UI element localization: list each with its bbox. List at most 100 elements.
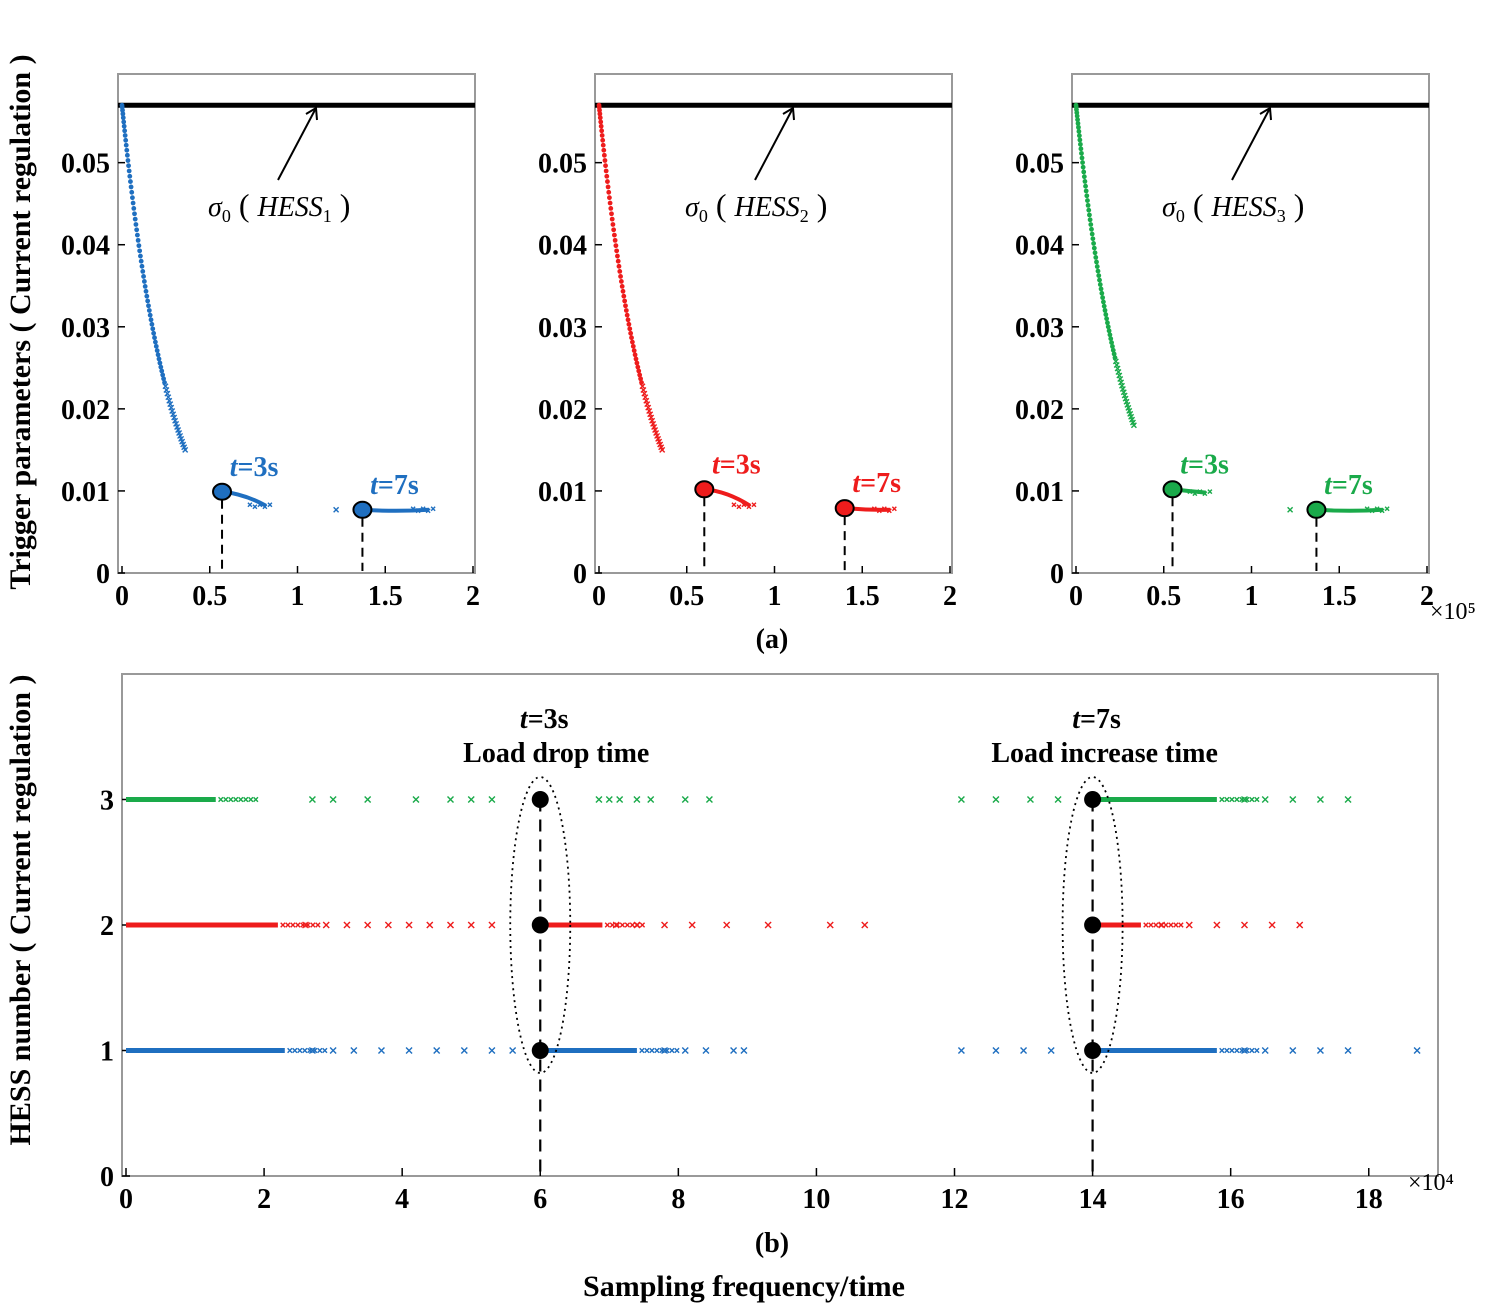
decay-point [129, 189, 135, 195]
series-sparse-cross-b [405, 1047, 413, 1054]
series-sparse-cross-b [1020, 1047, 1028, 1054]
decay-point [636, 368, 642, 374]
series-tail-cross-b [614, 922, 621, 928]
series-sparse-cross-b [1026, 796, 1034, 803]
subplot-frame [1071, 73, 1430, 574]
series-sparse-cross [433, 1047, 441, 1054]
series-sparse-cross-b [1261, 1047, 1269, 1054]
decay-point [611, 232, 617, 238]
event-marker [694, 480, 715, 499]
decay-point [141, 274, 146, 279]
decay-point [141, 279, 147, 284]
event-tail-cross-b [252, 504, 258, 510]
sigma-symbol: σ [1162, 192, 1177, 223]
sigma-close-paren: ) [1286, 187, 1305, 223]
event-tail-cross [425, 508, 431, 514]
decay-point [1105, 320, 1110, 326]
event-time-label-var: t [1072, 704, 1081, 735]
decay-point [607, 195, 612, 201]
decay-point [138, 253, 143, 259]
sigma-close-paren: ) [332, 187, 351, 223]
decay-cross-b [656, 438, 663, 445]
series-sparse-cross [1026, 796, 1034, 803]
decay-point [632, 352, 638, 358]
panel-a: Trigger parameters ( Current regulation … [4, 54, 1476, 655]
series-tail-cross-b [1163, 922, 1169, 928]
decay-cross-b [170, 411, 177, 418]
decay-point [156, 356, 162, 362]
decay-point [1087, 217, 1093, 223]
decay-point [1084, 193, 1090, 199]
event-tail-cross [876, 508, 882, 514]
series-sparse-cross [826, 921, 834, 929]
series-sparse-cross [1344, 796, 1352, 803]
decay-point [1085, 202, 1091, 208]
decay-point [1109, 340, 1114, 346]
panel-b-frame [121, 673, 1439, 1177]
decay-point [126, 168, 132, 174]
decay-cross [1130, 422, 1137, 429]
decay-point [146, 303, 151, 309]
event-label-var: t [852, 468, 861, 499]
event-node-hess1 [1084, 1042, 1102, 1059]
arrow-head [782, 106, 795, 121]
decay-point [1110, 344, 1115, 349]
series-sparse-cross-b [488, 921, 496, 929]
decay-cross-b [659, 446, 666, 453]
decay-point [618, 279, 624, 284]
event-time-label: t=3s [520, 704, 569, 735]
decay-point [1094, 264, 1100, 269]
decay-point [608, 206, 614, 211]
decay-point [615, 258, 621, 264]
series-sparse-cross-b [433, 1047, 441, 1054]
event-marker [834, 499, 855, 518]
series-sparse-cross [1296, 921, 1304, 929]
event-node-hess3 [1084, 791, 1102, 808]
decay-point [616, 263, 622, 269]
series-tail-cross [1143, 922, 1149, 928]
series-tail-cross-b [1143, 922, 1149, 928]
annotation-arrow [277, 107, 317, 181]
series-sparse-cross-b [1316, 1047, 1324, 1054]
subplot-hess3: 00.010.020.030.040.050 0.5 1 1.5 2σ0 ( HESS3… [1015, 73, 1434, 612]
annotation-arrow [1231, 107, 1271, 181]
event-tail-cross-b [751, 502, 757, 508]
decay-point [638, 376, 643, 382]
y-tick-label: 0.02 [538, 395, 587, 426]
event-tail-cross [1374, 506, 1380, 512]
series-sparse-cross [612, 921, 620, 929]
series-sparse-cross-b [595, 796, 603, 803]
decay-point [598, 123, 604, 129]
series-sparse-cross-b [1213, 921, 1221, 929]
y-tick-label: 0.03 [1015, 313, 1064, 344]
sigma-hess-subscript: 3 [1277, 206, 1286, 226]
series-sparse-cross [426, 921, 434, 929]
y-tick-label: 0 [1050, 559, 1064, 590]
decay-point [145, 298, 151, 304]
event-lead-cross [333, 506, 340, 513]
event-label-rest: =7s [860, 468, 901, 499]
panel-b-xlabel: Sampling frequency/time [583, 1270, 905, 1303]
decay-point [1095, 268, 1101, 274]
panel-b-ylabel: HESS number ( Current regulation ) [4, 675, 37, 1146]
series-hess3 [126, 796, 1352, 803]
event-tail-cross-b [746, 504, 752, 510]
series-sparse-cross [509, 1047, 517, 1054]
series-tail-cross-b [1224, 796, 1230, 803]
event-tail-cross [1197, 489, 1203, 495]
decay-point [1076, 124, 1081, 130]
event-label: t=7s [370, 470, 419, 501]
event-lead-cross [1287, 506, 1294, 513]
decay-point [1104, 316, 1110, 322]
decay-point [1086, 207, 1092, 213]
series-tail-cross-b [604, 922, 611, 928]
decay-point [122, 128, 128, 134]
series-tail-cross [1224, 1047, 1230, 1054]
series-sparse-cross-b [1240, 796, 1248, 803]
series-sparse-cross [1289, 1047, 1297, 1054]
decay-point [148, 317, 154, 323]
series-tail-cross-b [624, 922, 631, 928]
series-tail-cross-b [223, 796, 229, 803]
event-tail-cross-b [1187, 489, 1193, 495]
series-tail-cross-b [1229, 1047, 1235, 1054]
